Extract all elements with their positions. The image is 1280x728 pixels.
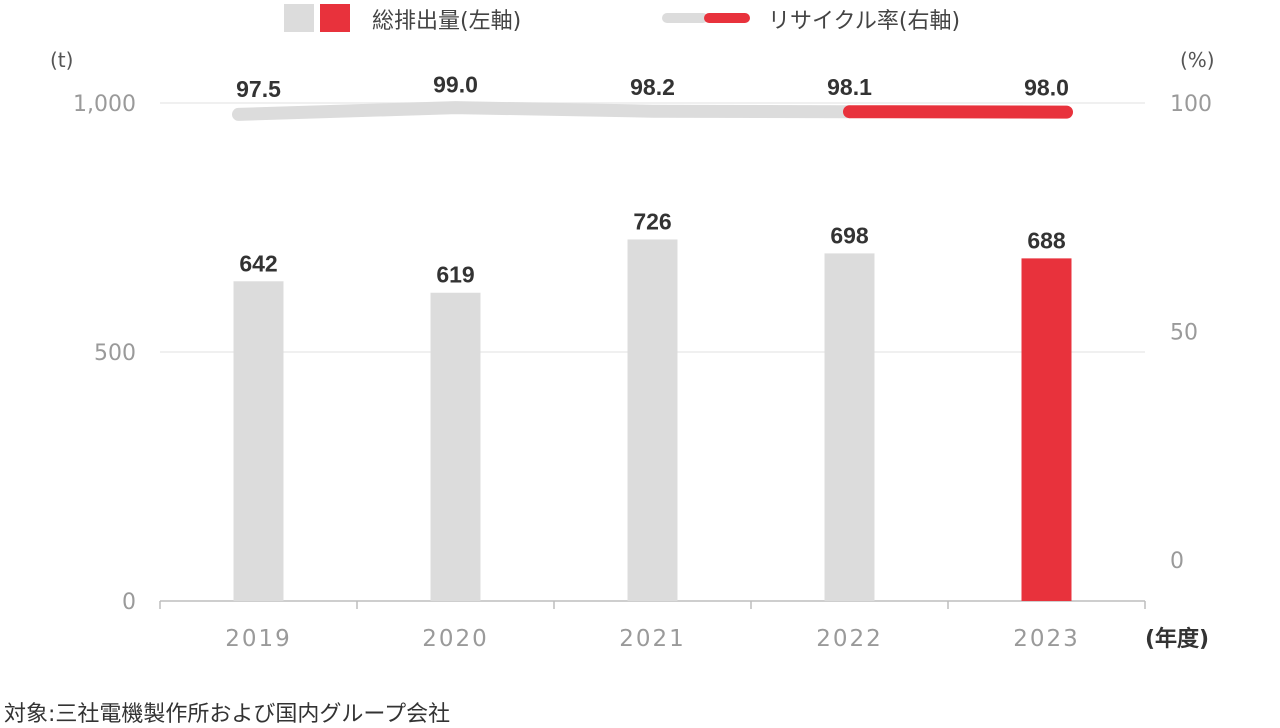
bar-value-label: 619 <box>436 262 474 288</box>
x-axis-tick-label: 2023 <box>1013 626 1080 652</box>
bar-value-label: 726 <box>633 208 671 234</box>
bar-2023 <box>1022 258 1072 601</box>
line-series-gray <box>239 108 850 115</box>
line-value-label: 99.0 <box>433 72 478 98</box>
x-axis-unit: (年度) <box>1145 626 1209 652</box>
x-axis-tick-label: 2022 <box>816 626 883 652</box>
x-axis-tick-label: 2019 <box>225 626 292 652</box>
left-axis-tick-label: 0 <box>122 590 136 615</box>
bar-value-label: 642 <box>239 250 277 276</box>
line-value-label: 98.2 <box>630 74 675 100</box>
left-axis-tick-label: 1,000 <box>73 92 136 117</box>
right-axis-tick-label: 100 <box>1170 92 1212 117</box>
bar-2020 <box>431 293 481 601</box>
bar-value-label: 688 <box>1027 227 1066 253</box>
x-axis-tick-label: 2020 <box>422 626 489 652</box>
bar-2022 <box>825 253 875 601</box>
right-axis-tick-label: 50 <box>1170 321 1198 346</box>
line-value-label: 98.1 <box>827 74 872 100</box>
right-axis-tick-label: 0 <box>1170 549 1184 574</box>
bar-2019 <box>234 281 284 601</box>
bar-value-label: 698 <box>830 222 869 248</box>
footnote: 対象:三社電機製作所および国内グループ会社 <box>4 696 450 728</box>
left-axis-tick-label: 500 <box>94 341 136 366</box>
line-value-label: 98.0 <box>1024 75 1069 101</box>
bar-2021 <box>628 239 678 601</box>
line-value-label: 97.5 <box>236 76 281 102</box>
x-axis-tick-label: 2021 <box>619 626 686 652</box>
